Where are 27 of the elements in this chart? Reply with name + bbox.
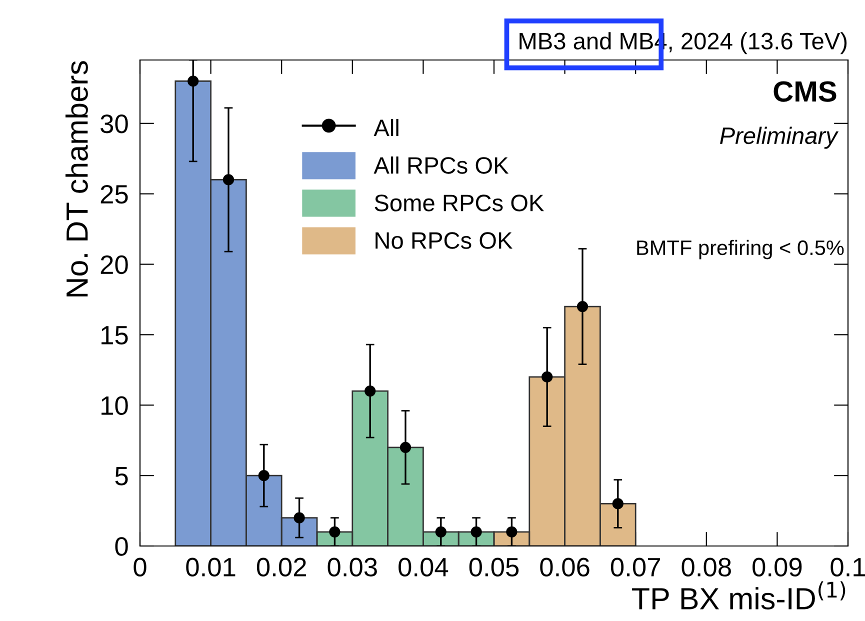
- x-tick-label: 0.07: [610, 558, 660, 576]
- legend-label: All RPCs OK: [374, 156, 509, 174]
- x-axis-title: TP BX mis-ID$^{(1)}$: [632, 581, 846, 610]
- x-tick-label: 0.1: [830, 558, 865, 576]
- y-tick-label: 30: [100, 114, 128, 134]
- y-tick-label: 15: [102, 326, 128, 345]
- y-tick-label: 10: [102, 396, 128, 415]
- x-tick-label: 0.03: [328, 558, 377, 576]
- x-tick-label: 0.04: [398, 558, 448, 576]
- x-tick-label: 0.09: [752, 558, 802, 576]
- x-tick-label: 0.01: [186, 558, 236, 576]
- y-tick-label: 0: [115, 537, 128, 556]
- x-tick-label: 0: [134, 558, 146, 576]
- y-axis-title: No. DT chambers: [66, 61, 88, 296]
- x-tick-label: 0.08: [682, 558, 731, 576]
- annotation: BMTF prefiring < 0.5%: [637, 240, 844, 260]
- x-tick-label: 0.06: [540, 558, 590, 576]
- x-tick-label: 0.05: [469, 558, 519, 576]
- annotation: Preliminary: [720, 126, 839, 149]
- y-tick-label: 20: [100, 255, 128, 274]
- legend-label: All: [374, 118, 398, 136]
- legend-label: Some RPCs OK: [374, 194, 544, 212]
- y-tick-label: 5: [115, 466, 128, 486]
- legend-label: No RPCs OK: [376, 232, 512, 249]
- x-tick-label: 0.02: [256, 558, 306, 576]
- annotation: CMS: [774, 81, 836, 102]
- y-tick-label: 25: [100, 184, 128, 204]
